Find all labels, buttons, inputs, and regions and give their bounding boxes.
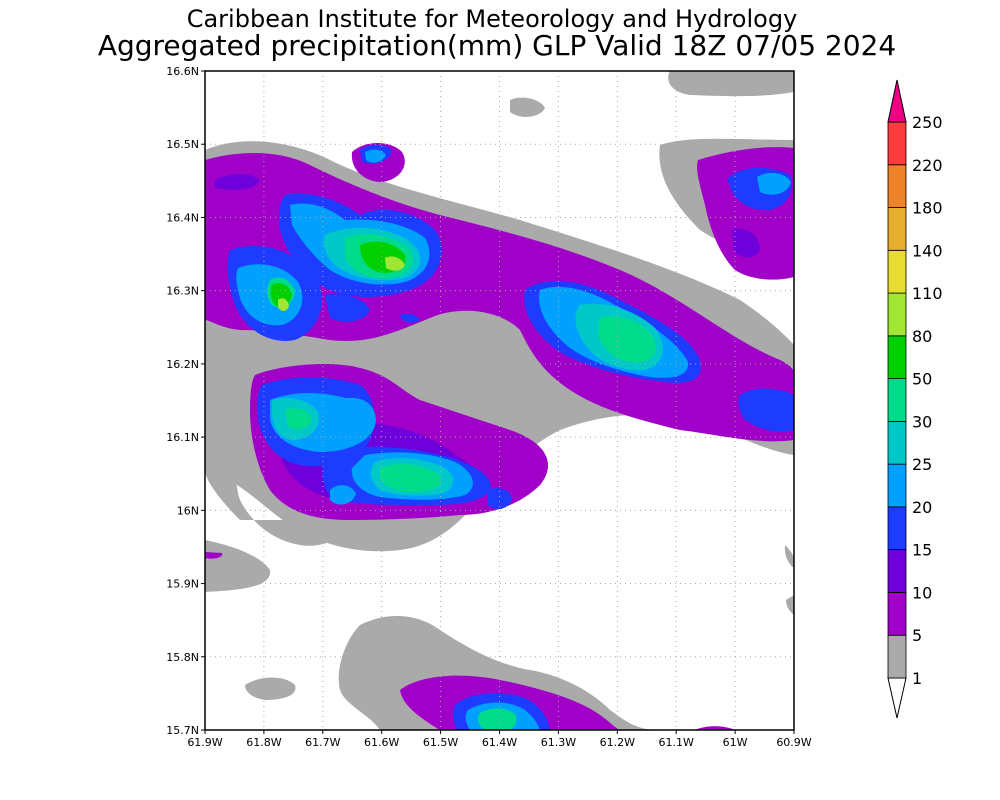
x-tick-label: 61.4W [482, 736, 517, 749]
colorbar-segment [887, 549, 907, 593]
colorbar-label: 140 [912, 241, 943, 260]
colorbar-label: 25 [912, 455, 932, 474]
colorbar-segment [887, 592, 907, 636]
y-tick-label: 16.5N [166, 138, 199, 151]
y-tick-label: 16.1N [166, 431, 199, 444]
colorbar-segment [887, 207, 907, 251]
colorbar-label: 80 [912, 327, 932, 346]
y-tick-label: 16.4N [166, 211, 199, 224]
colorbar-high-arrow [887, 79, 907, 123]
y-tick-label: 16.3N [166, 285, 199, 298]
colorbar-segment [887, 378, 907, 422]
x-tick-label: 61.7W [305, 736, 340, 749]
x-tick-label: 61.1W [659, 736, 694, 749]
colorbar-label: 110 [912, 284, 943, 303]
colorbar-label: 1 [912, 669, 922, 688]
y-tick-label: 16N [177, 504, 199, 517]
colorbar-segment [887, 463, 907, 508]
colorbar-segment [887, 506, 907, 551]
y-tick-label: 15.9N [166, 578, 199, 591]
colorbar-label: 20 [912, 498, 932, 517]
y-tick-label: 16.6N [166, 65, 199, 78]
institute-title: Caribbean Institute for Meteorology and … [187, 5, 798, 33]
colorbar-segment [887, 420, 907, 465]
x-tick-label: 61.9W [187, 736, 222, 749]
y-tick-label: 15.7N [166, 724, 199, 737]
colorbar-label: 5 [912, 626, 922, 645]
x-tick-label: 60.9W [776, 736, 811, 749]
colorbar-label: 220 [912, 156, 943, 175]
colorbar-label: 50 [912, 370, 932, 389]
x-tick-label: 61.6W [364, 736, 399, 749]
map-title: Aggregated precipitation(mm) GLP Valid 1… [98, 29, 896, 62]
colorbar-label: 10 [912, 583, 932, 602]
y-axis: 15.7N 15.8N 15.9N 16N 16.1N 16.2N 16.3N 16.4N 16… [166, 65, 205, 737]
colorbar-segment [887, 335, 907, 380]
x-tick-label: 61W [723, 736, 748, 749]
colorbar-label: 15 [912, 541, 932, 560]
x-tick-label: 61.3W [541, 736, 576, 749]
y-tick-label: 16.2N [166, 358, 199, 371]
colorbar-low-arrow [887, 677, 907, 719]
x-tick-label: 61.2W [600, 736, 635, 749]
colorbar-label: 250 [912, 113, 943, 132]
colorbar-segment [887, 121, 907, 166]
colorbar-segment [887, 164, 907, 208]
map-grid [205, 71, 794, 730]
y-tick-label: 15.8N [166, 651, 199, 664]
colorbar-segment [887, 249, 907, 294]
colorbar-label: 180 [912, 199, 943, 218]
contour-80mm [278, 256, 405, 312]
colorbar-segment [887, 634, 907, 679]
colorbar-segment [887, 292, 907, 337]
map-plot-area [204, 70, 795, 731]
x-tick-label: 61.8W [246, 736, 281, 749]
colorbar-label: 30 [912, 412, 932, 431]
x-axis: 61.9W 61.8W 61.7W 61.6W 61.5W 61.4W 61.3W 61.2W… [187, 730, 812, 749]
x-tick-label: 61.5W [423, 736, 458, 749]
